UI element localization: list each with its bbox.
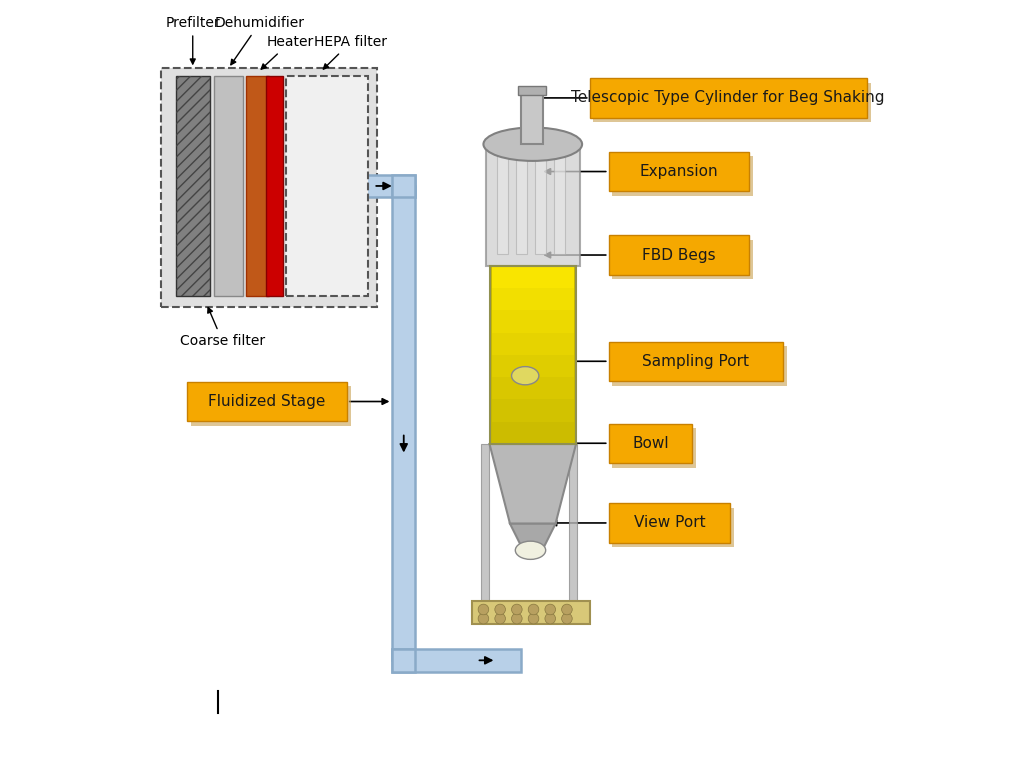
Bar <box>481 444 488 601</box>
FancyBboxPatch shape <box>593 83 869 122</box>
FancyBboxPatch shape <box>333 175 415 197</box>
Bar <box>266 76 283 296</box>
Bar <box>246 76 268 296</box>
FancyBboxPatch shape <box>611 156 752 196</box>
Bar <box>496 152 508 254</box>
Text: FBD Begs: FBD Begs <box>641 247 715 263</box>
Bar <box>491 399 574 422</box>
Text: Coarse filter: Coarse filter <box>179 307 265 348</box>
FancyBboxPatch shape <box>608 424 692 463</box>
Bar <box>491 288 574 310</box>
Bar <box>491 332 574 355</box>
Bar <box>491 377 574 399</box>
Circle shape <box>511 613 522 624</box>
FancyBboxPatch shape <box>161 68 377 307</box>
Text: Sampling Port: Sampling Port <box>642 354 749 369</box>
FancyBboxPatch shape <box>611 240 752 279</box>
FancyBboxPatch shape <box>589 78 866 118</box>
Text: Telescopic Type Cylinder for Beg Shaking: Telescopic Type Cylinder for Beg Shaking <box>571 90 884 106</box>
Bar <box>535 152 546 254</box>
FancyBboxPatch shape <box>611 428 695 468</box>
Bar <box>285 76 368 296</box>
Text: Expansion: Expansion <box>639 164 717 179</box>
Bar <box>489 266 576 444</box>
Text: Bowl: Bowl <box>632 436 668 451</box>
Bar <box>489 266 576 444</box>
Bar <box>553 152 565 254</box>
Circle shape <box>561 613 572 624</box>
Bar <box>214 76 243 296</box>
Bar <box>491 310 574 332</box>
Circle shape <box>528 604 538 615</box>
FancyBboxPatch shape <box>608 503 730 543</box>
Circle shape <box>478 613 488 624</box>
FancyBboxPatch shape <box>187 382 346 421</box>
Text: HEPA filter: HEPA filter <box>314 36 387 69</box>
Bar <box>176 76 210 296</box>
FancyBboxPatch shape <box>608 152 748 191</box>
Text: Prefilter: Prefilter <box>165 17 220 64</box>
Bar <box>491 355 574 377</box>
Bar <box>569 444 576 601</box>
Bar <box>517 86 546 95</box>
FancyBboxPatch shape <box>608 235 748 275</box>
Bar <box>491 266 574 288</box>
Circle shape <box>561 604 572 615</box>
Circle shape <box>478 604 488 615</box>
Circle shape <box>544 613 555 624</box>
Bar <box>516 152 527 254</box>
Bar <box>176 76 210 296</box>
Text: Fluidized Stage: Fluidized Stage <box>208 394 325 409</box>
Circle shape <box>494 613 505 624</box>
FancyBboxPatch shape <box>392 649 521 672</box>
Text: Dehumidifier: Dehumidifier <box>214 17 305 65</box>
Ellipse shape <box>515 541 545 559</box>
Bar <box>491 422 574 444</box>
Circle shape <box>511 604 522 615</box>
Polygon shape <box>489 444 576 524</box>
Ellipse shape <box>511 367 538 385</box>
FancyBboxPatch shape <box>191 386 351 426</box>
Text: View Port: View Port <box>633 515 704 531</box>
Circle shape <box>544 604 555 615</box>
FancyBboxPatch shape <box>392 186 415 660</box>
Bar <box>520 91 543 144</box>
FancyBboxPatch shape <box>608 342 783 381</box>
Text: Heater: Heater <box>261 36 313 69</box>
FancyBboxPatch shape <box>392 649 415 672</box>
Circle shape <box>528 613 538 624</box>
FancyBboxPatch shape <box>611 508 734 547</box>
Ellipse shape <box>483 128 582 161</box>
Circle shape <box>494 604 505 615</box>
Polygon shape <box>510 524 555 554</box>
FancyBboxPatch shape <box>472 601 589 624</box>
Bar <box>485 144 579 266</box>
FancyBboxPatch shape <box>611 346 787 386</box>
FancyBboxPatch shape <box>392 175 415 197</box>
